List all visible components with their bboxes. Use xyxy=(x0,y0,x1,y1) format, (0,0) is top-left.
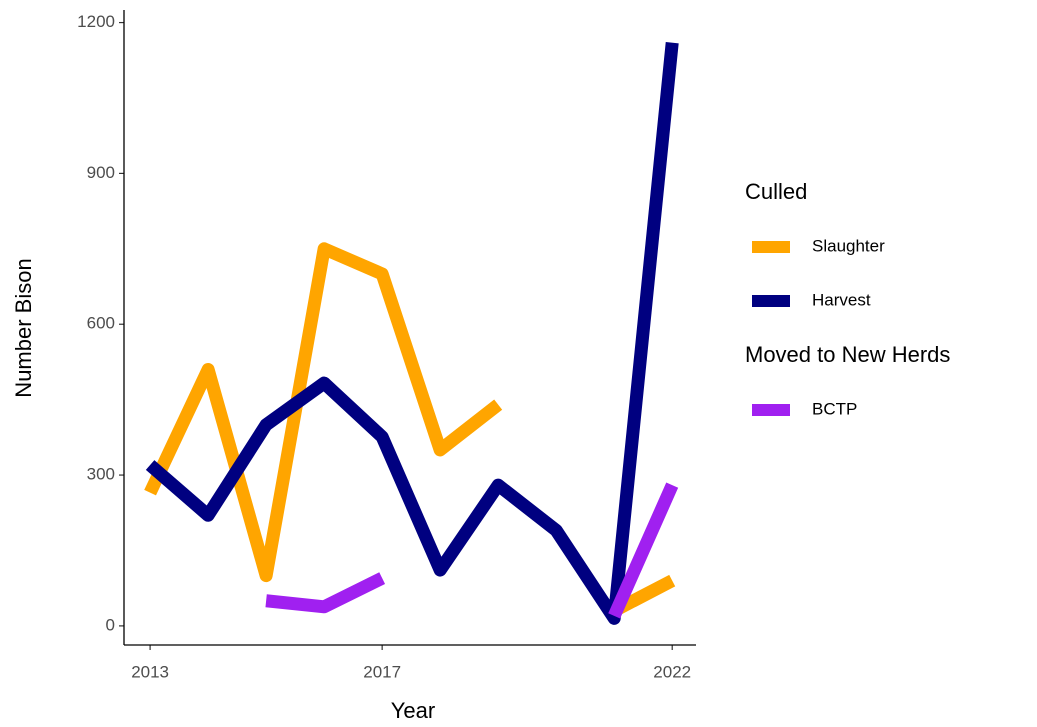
y-tick-label: 0 xyxy=(106,615,115,634)
legend-key xyxy=(752,241,790,253)
y-axis-title: Number Bison xyxy=(11,258,36,397)
legend-label: Harvest xyxy=(812,290,871,309)
legend-label: BCTP xyxy=(812,399,857,418)
series-line xyxy=(265,482,679,619)
legend-key xyxy=(752,404,790,416)
y-tick-label: 300 xyxy=(87,465,115,484)
legend-key xyxy=(752,295,790,307)
y-tick-label: 1200 xyxy=(77,12,115,31)
x-tick-label: 2017 xyxy=(363,662,401,681)
legend-label: Slaughter xyxy=(812,236,885,255)
x-tick-label: 2022 xyxy=(653,662,691,681)
y-tick-label: 600 xyxy=(87,314,115,333)
x-axis-title: Year xyxy=(391,698,435,723)
legend-title: Moved to New Herds xyxy=(745,342,950,367)
x-tick-label: 2013 xyxy=(131,662,169,681)
legend-title: Culled xyxy=(745,179,807,204)
series-line xyxy=(145,42,679,625)
y-tick-label: 900 xyxy=(87,163,115,182)
series-line xyxy=(144,242,676,617)
